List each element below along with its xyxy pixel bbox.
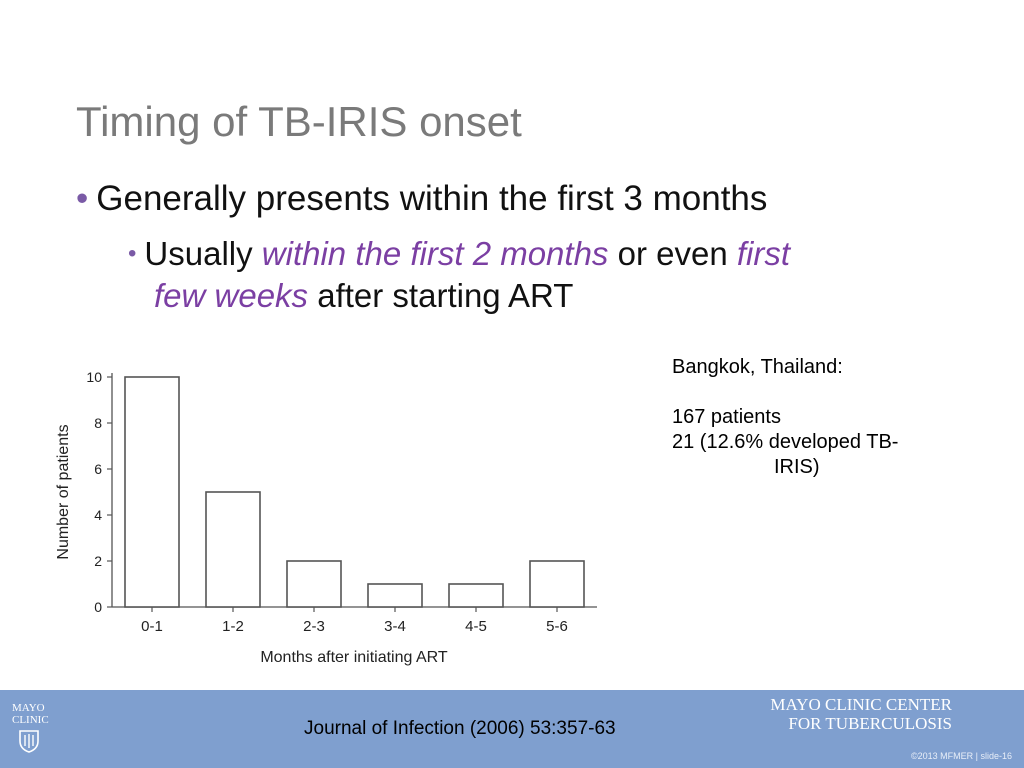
y-tick-label: 0 [94,599,102,615]
bar [448,583,504,608]
logo-text-mayo: MAYO [12,702,45,714]
bullet-2-emphasis-3: few weeks [154,277,309,314]
y-tick-label: 2 [94,553,102,569]
bullet-2-part1: Usually [144,235,262,272]
center-name-line-1: MAYO CLINIC CENTER [770,695,952,714]
x-tick-label: 4-5 [465,618,487,635]
bullet-2-part2: or even [608,235,737,272]
y-tick-label: 10 [86,369,102,385]
bar [529,560,585,608]
citation: Journal of Infection (2006) 53:357-63 [304,718,616,739]
bullet-1-text: Generally presents within the first 3 mo… [96,179,768,218]
x-tick-label: 3-4 [384,618,406,635]
y-axis-label: Number of patients [55,424,72,559]
bullet-2-part3: after starting ART [308,277,574,314]
y-tick-label: 6 [94,461,102,477]
note-iris-count: 21 (12.6% developed TB- [672,431,899,453]
y-tick-label: 4 [94,507,102,523]
note-iris-count-cont: IRIS) [774,456,820,478]
bullet-2-emphasis-1: within the first 2 months [261,235,609,272]
shield-icon [19,730,39,753]
note-location: Bangkok, Thailand: [672,356,843,378]
mayo-clinic-logo: MAYO CLINIC [12,702,62,753]
y-tick-label: 8 [94,415,102,431]
bullet-2-emphasis-2: first [736,235,791,272]
bar [286,560,342,608]
center-name: MAYO CLINIC CENTER FOR TUBERCULOSIS [770,695,952,733]
sub-bullet-dot: • [128,240,137,267]
bar-chart: 0 2 4 6 8 10 0-1 1-2 2-3 3-4 4-5 5-6 Months after in… [55,369,597,666]
copyright: ©2013 MFMER | slide-16 [910,751,1012,761]
bar [124,376,180,608]
x-axis-label: Months after initiating ART [260,649,448,666]
x-tick-label: 1-2 [222,618,244,635]
slide-title: Timing of TB-IRIS onset [76,98,522,145]
logo-text-clinic: CLINIC [12,714,49,726]
x-tick-label: 5-6 [546,618,568,635]
center-name-line-2: FOR TUBERCULOSIS [788,714,952,733]
note-patients: 167 patients [672,406,781,428]
study-note: Bangkok, Thailand: 167 patients 21 (12.6… [672,355,898,480]
bullet-level-1: • Generally presents within the first 3 m… [76,179,767,219]
x-tick-label: 2-3 [303,618,325,635]
x-tick-label: 0-1 [141,618,163,635]
bullet-dot: • [76,179,89,218]
bar [367,583,423,608]
bullet-level-2: • Usually within the first 2 months or ev… [128,233,948,317]
bar [205,491,261,608]
footer-band: MAYO CLINIC Journal of Infection (2006) … [0,690,1024,768]
